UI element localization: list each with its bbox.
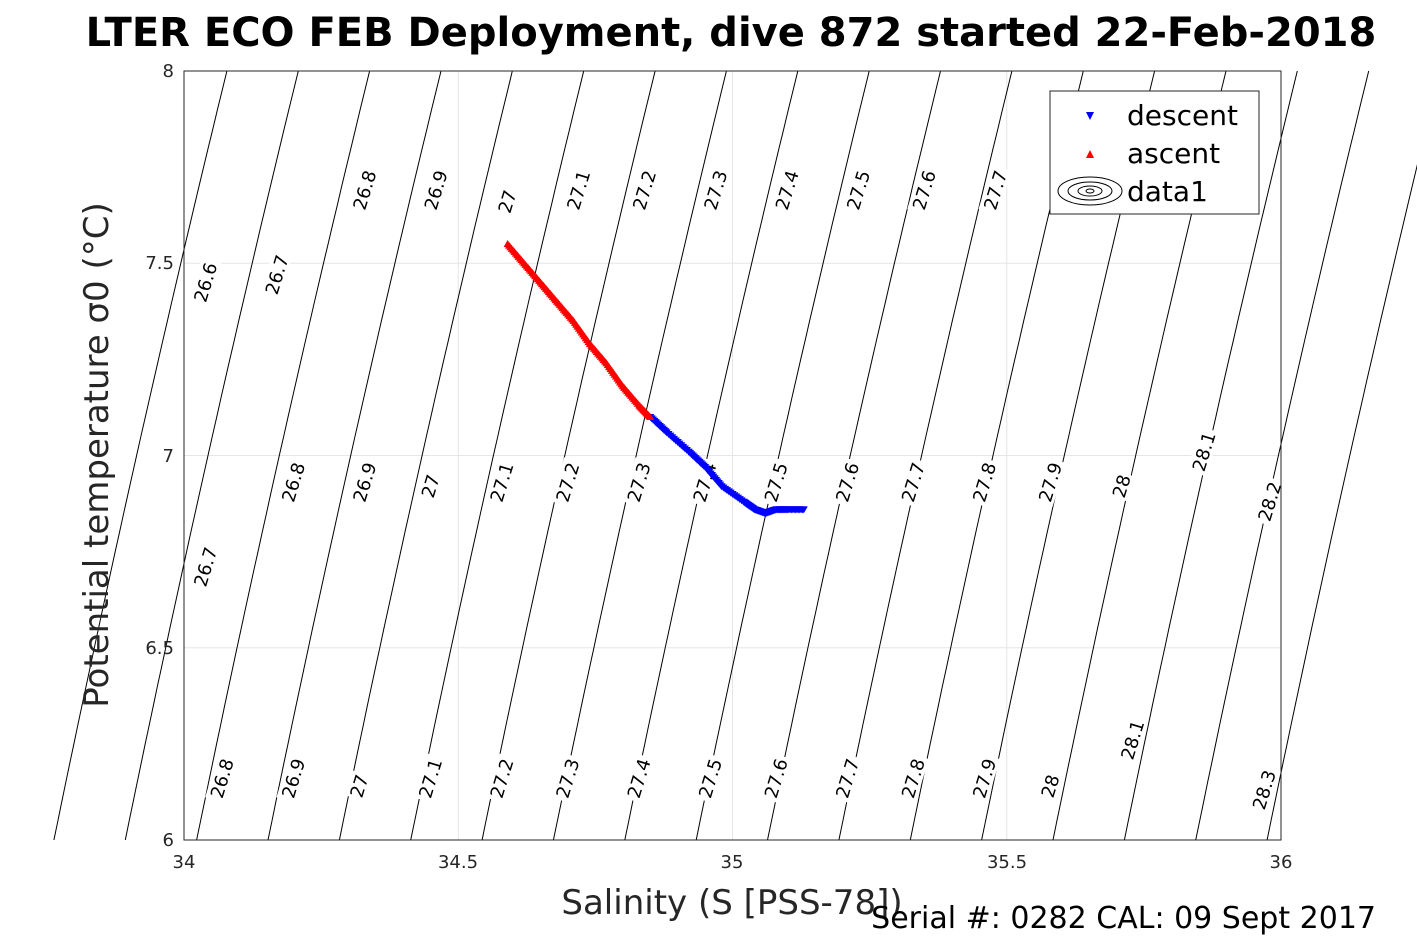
contour-label-bg — [205, 753, 238, 804]
legend-box — [1049, 90, 1260, 215]
contour-label-bg — [416, 470, 444, 502]
serial-cal-footer: Serial #: 0282 CAL: 09 Sept 2017 — [871, 901, 1376, 936]
isopycnal-line — [53, 70, 228, 841]
contour-label-bg — [627, 164, 661, 215]
isopycnal-line — [267, 70, 442, 841]
contour-label-bg — [896, 457, 929, 508]
isopycnal-line — [338, 70, 513, 841]
legend-ascent-label: ascent — [1127, 137, 1220, 170]
contour-label-bg — [830, 457, 864, 508]
isopycnal-line — [767, 70, 941, 841]
contour-label-bg — [1036, 770, 1064, 802]
contour-label-bg — [698, 164, 732, 215]
isopycnal-line — [838, 70, 1013, 841]
isopycnal-line — [481, 70, 656, 841]
contour-label-bg — [484, 753, 518, 804]
contour-label-bg — [550, 753, 584, 804]
contour-label-group: 27 — [493, 186, 521, 217]
contour-label-bg — [561, 164, 595, 215]
contour-label-bg — [622, 753, 655, 804]
y-axis-label: Potential temperature σ0 (°C) — [77, 202, 117, 708]
isopycnal-line — [1195, 70, 1370, 841]
contour-label-bg — [770, 164, 803, 215]
contour-label-bg — [1186, 426, 1220, 477]
x-tick-label: 35.5 — [987, 852, 1027, 873]
density-contours — [53, 70, 1417, 841]
contour-label-bg — [967, 753, 1001, 804]
descent-marker — [799, 506, 808, 514]
contour-label-bg — [413, 753, 447, 804]
contour-label-bg — [759, 753, 792, 804]
isopycnal-line — [196, 70, 371, 841]
ascent-marker — [646, 413, 655, 421]
contour-label-bg — [622, 457, 655, 508]
y-tick-label: 8 — [163, 61, 174, 82]
y-tick-label: 6 — [163, 830, 174, 851]
chart-title: LTER ECO FEB Deployment, dive 872 starte… — [86, 10, 1377, 56]
y-tick-label: 7 — [163, 446, 174, 467]
x-axis-label: Salinity (S [PSS-78]) — [561, 883, 902, 923]
contour-label-bg — [345, 770, 372, 802]
contour-label-bg — [1107, 470, 1135, 502]
contour-label-bg — [1115, 714, 1149, 765]
contour-label-bg — [347, 457, 381, 508]
legend-descent-label: descent — [1127, 99, 1238, 132]
contour-label-bg — [830, 753, 864, 804]
isopycnal-line — [1266, 164, 1417, 841]
plot-frame — [183, 70, 1282, 841]
contour-label-bg — [493, 186, 521, 217]
isopycnal-line — [410, 70, 585, 841]
contour-label-bg — [1252, 476, 1286, 527]
contour-label-bg — [259, 249, 293, 300]
contour-label-bg — [759, 457, 792, 508]
contour-label-bg — [978, 164, 1012, 215]
x-tick-label: 34.5 — [438, 852, 478, 873]
contour-label-bg — [907, 164, 940, 215]
data-series — [503, 240, 808, 518]
legend-descent-marker — [1086, 112, 1094, 120]
legend-contour-icon — [1057, 176, 1123, 206]
x-axis-ticks: 34 34.5 35 35.5 36 — [173, 852, 1293, 873]
contour-label-bg — [967, 457, 1001, 508]
y-tick-label: 6.5 — [145, 638, 174, 659]
contour-label-bg — [1247, 764, 1280, 815]
contour-label-bg — [276, 753, 310, 804]
contour-label-bg — [188, 541, 222, 592]
isopycnal-line — [552, 70, 727, 841]
legend-data1-label: data1 — [1127, 175, 1208, 208]
legend: descent ascent data1 — [1049, 90, 1260, 215]
isopycnal-line — [124, 70, 299, 841]
isopycnal-line — [624, 70, 799, 841]
x-tick-label: 35 — [721, 852, 744, 873]
x-tick-label: 36 — [1270, 852, 1293, 873]
contour-label-bg — [693, 753, 726, 804]
contour-label-bg — [419, 164, 452, 215]
y-tick-label: 7.5 — [145, 253, 174, 274]
contour-label-bg — [896, 753, 929, 804]
legend-ascent-marker — [1086, 150, 1094, 158]
contour-label-bg — [188, 257, 222, 308]
contour-label-bg — [484, 457, 518, 508]
y-axis-ticks: 6 6.5 7 7.5 8 — [145, 61, 174, 851]
contour-label-bg — [841, 164, 875, 215]
contour-label-bg — [550, 457, 584, 508]
contour-label-bg — [347, 164, 381, 215]
x-tick-label: 34 — [173, 852, 196, 873]
contour-label-bg — [1033, 457, 1066, 508]
contour-label-bg — [276, 457, 310, 508]
isopycnal-line — [695, 70, 870, 841]
